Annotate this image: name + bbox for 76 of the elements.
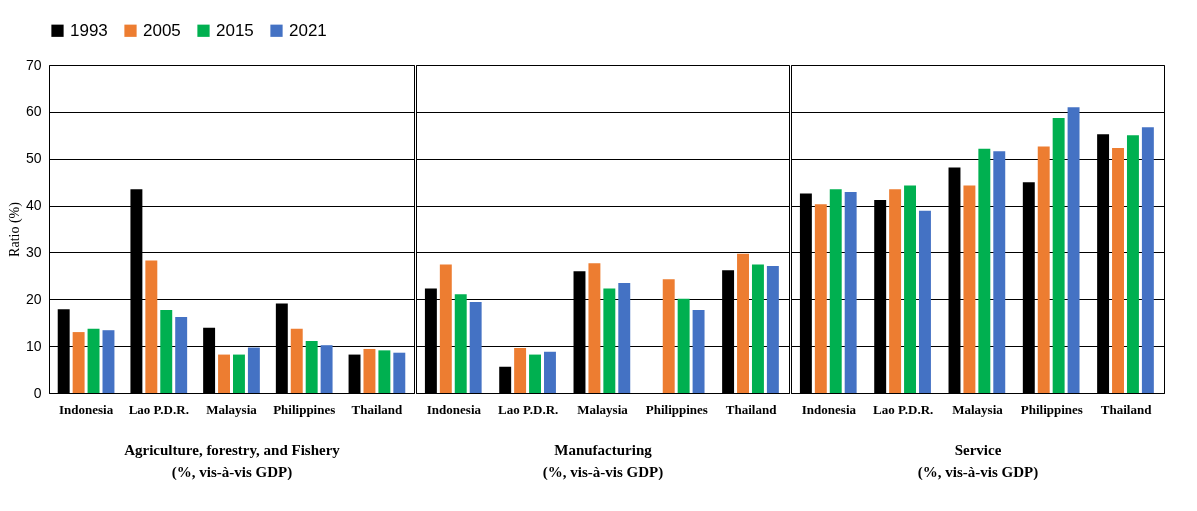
legend-label: 1993 (70, 20, 108, 40)
bar (175, 317, 188, 393)
bar (993, 151, 1006, 393)
bar (160, 310, 173, 393)
x-tick-label: Philippines (273, 401, 336, 417)
y-axis-title: Ratio (%) (6, 201, 23, 257)
bar (829, 189, 842, 393)
x-tick-label: Indonesia (426, 401, 482, 417)
bar (1052, 117, 1065, 393)
bar (305, 340, 318, 393)
bar (692, 310, 705, 393)
bar (72, 332, 85, 393)
bar (1141, 127, 1154, 393)
x-tick-label: Indonesia (801, 401, 857, 417)
x-tick-label: Philippines (645, 401, 708, 417)
bar (290, 328, 303, 393)
x-tick-label: Philippines (1020, 401, 1083, 417)
x-axis-title: Service (%, vis-à-vis GDP) (917, 441, 1039, 481)
legend-label: 2005 (143, 20, 181, 40)
y-tick-label: 20 (25, 290, 42, 307)
x-tick-label: Thailand (351, 401, 403, 417)
bar (618, 282, 631, 393)
y-tick-label: 70 (25, 56, 42, 73)
bar (737, 253, 749, 393)
x-tick-label: Indonesia (58, 401, 114, 417)
bar (247, 347, 260, 393)
bar (1037, 146, 1050, 393)
bar (588, 263, 601, 393)
bar (751, 264, 764, 393)
x-tick-label: Thailand (725, 401, 778, 417)
bar (454, 294, 467, 393)
bar (514, 348, 527, 393)
bar (320, 345, 333, 393)
y-tick-label: 30 (25, 243, 42, 260)
bar (978, 148, 991, 393)
bar (363, 348, 376, 393)
bar (677, 298, 690, 393)
bar (963, 185, 976, 393)
y-tick-label: 10 (25, 337, 42, 354)
bar (145, 260, 158, 393)
bar (543, 351, 556, 393)
x-tick-label: Lao P.D.R. (128, 401, 189, 417)
x-tick-label: Thailand (1100, 401, 1153, 417)
bar (814, 204, 827, 393)
bar (102, 330, 115, 393)
bar (904, 185, 917, 393)
bar (1067, 107, 1080, 393)
x-tick-label: Malaysia (952, 401, 1004, 417)
x-tick-label: Lao P.D.R. (498, 401, 559, 417)
bar (439, 264, 452, 393)
legend-label: 2021 (289, 20, 327, 40)
bar (393, 352, 406, 393)
x-axis-title: Manufacturing (%, vis-à-vis GDP) (542, 441, 664, 481)
bar (766, 266, 779, 393)
y-tick-label: 50 (25, 150, 42, 167)
y-tick-label: 40 (25, 197, 42, 214)
x-tick-label: Lao P.D.R. (873, 401, 934, 417)
bar (844, 191, 857, 393)
y-tick-label: 60 (25, 103, 42, 120)
bar (87, 328, 100, 393)
legend-label: 2015 (216, 20, 254, 40)
bar (232, 354, 245, 393)
bar (218, 354, 231, 393)
bar (378, 350, 391, 393)
bar (662, 279, 675, 393)
bar (603, 288, 616, 393)
x-axis-title: Agriculture, forestry, and Fishery (%, vis-à-vis GDP) (124, 441, 341, 481)
bar (529, 354, 542, 393)
bar (469, 302, 482, 393)
x-tick-label: Malaysia (206, 401, 258, 417)
bar (1112, 147, 1124, 393)
y-tick-label: 0 (33, 384, 42, 401)
x-tick-label: Malaysia (577, 401, 629, 417)
bar (1126, 135, 1139, 393)
bar (889, 189, 902, 393)
bar (918, 210, 931, 393)
